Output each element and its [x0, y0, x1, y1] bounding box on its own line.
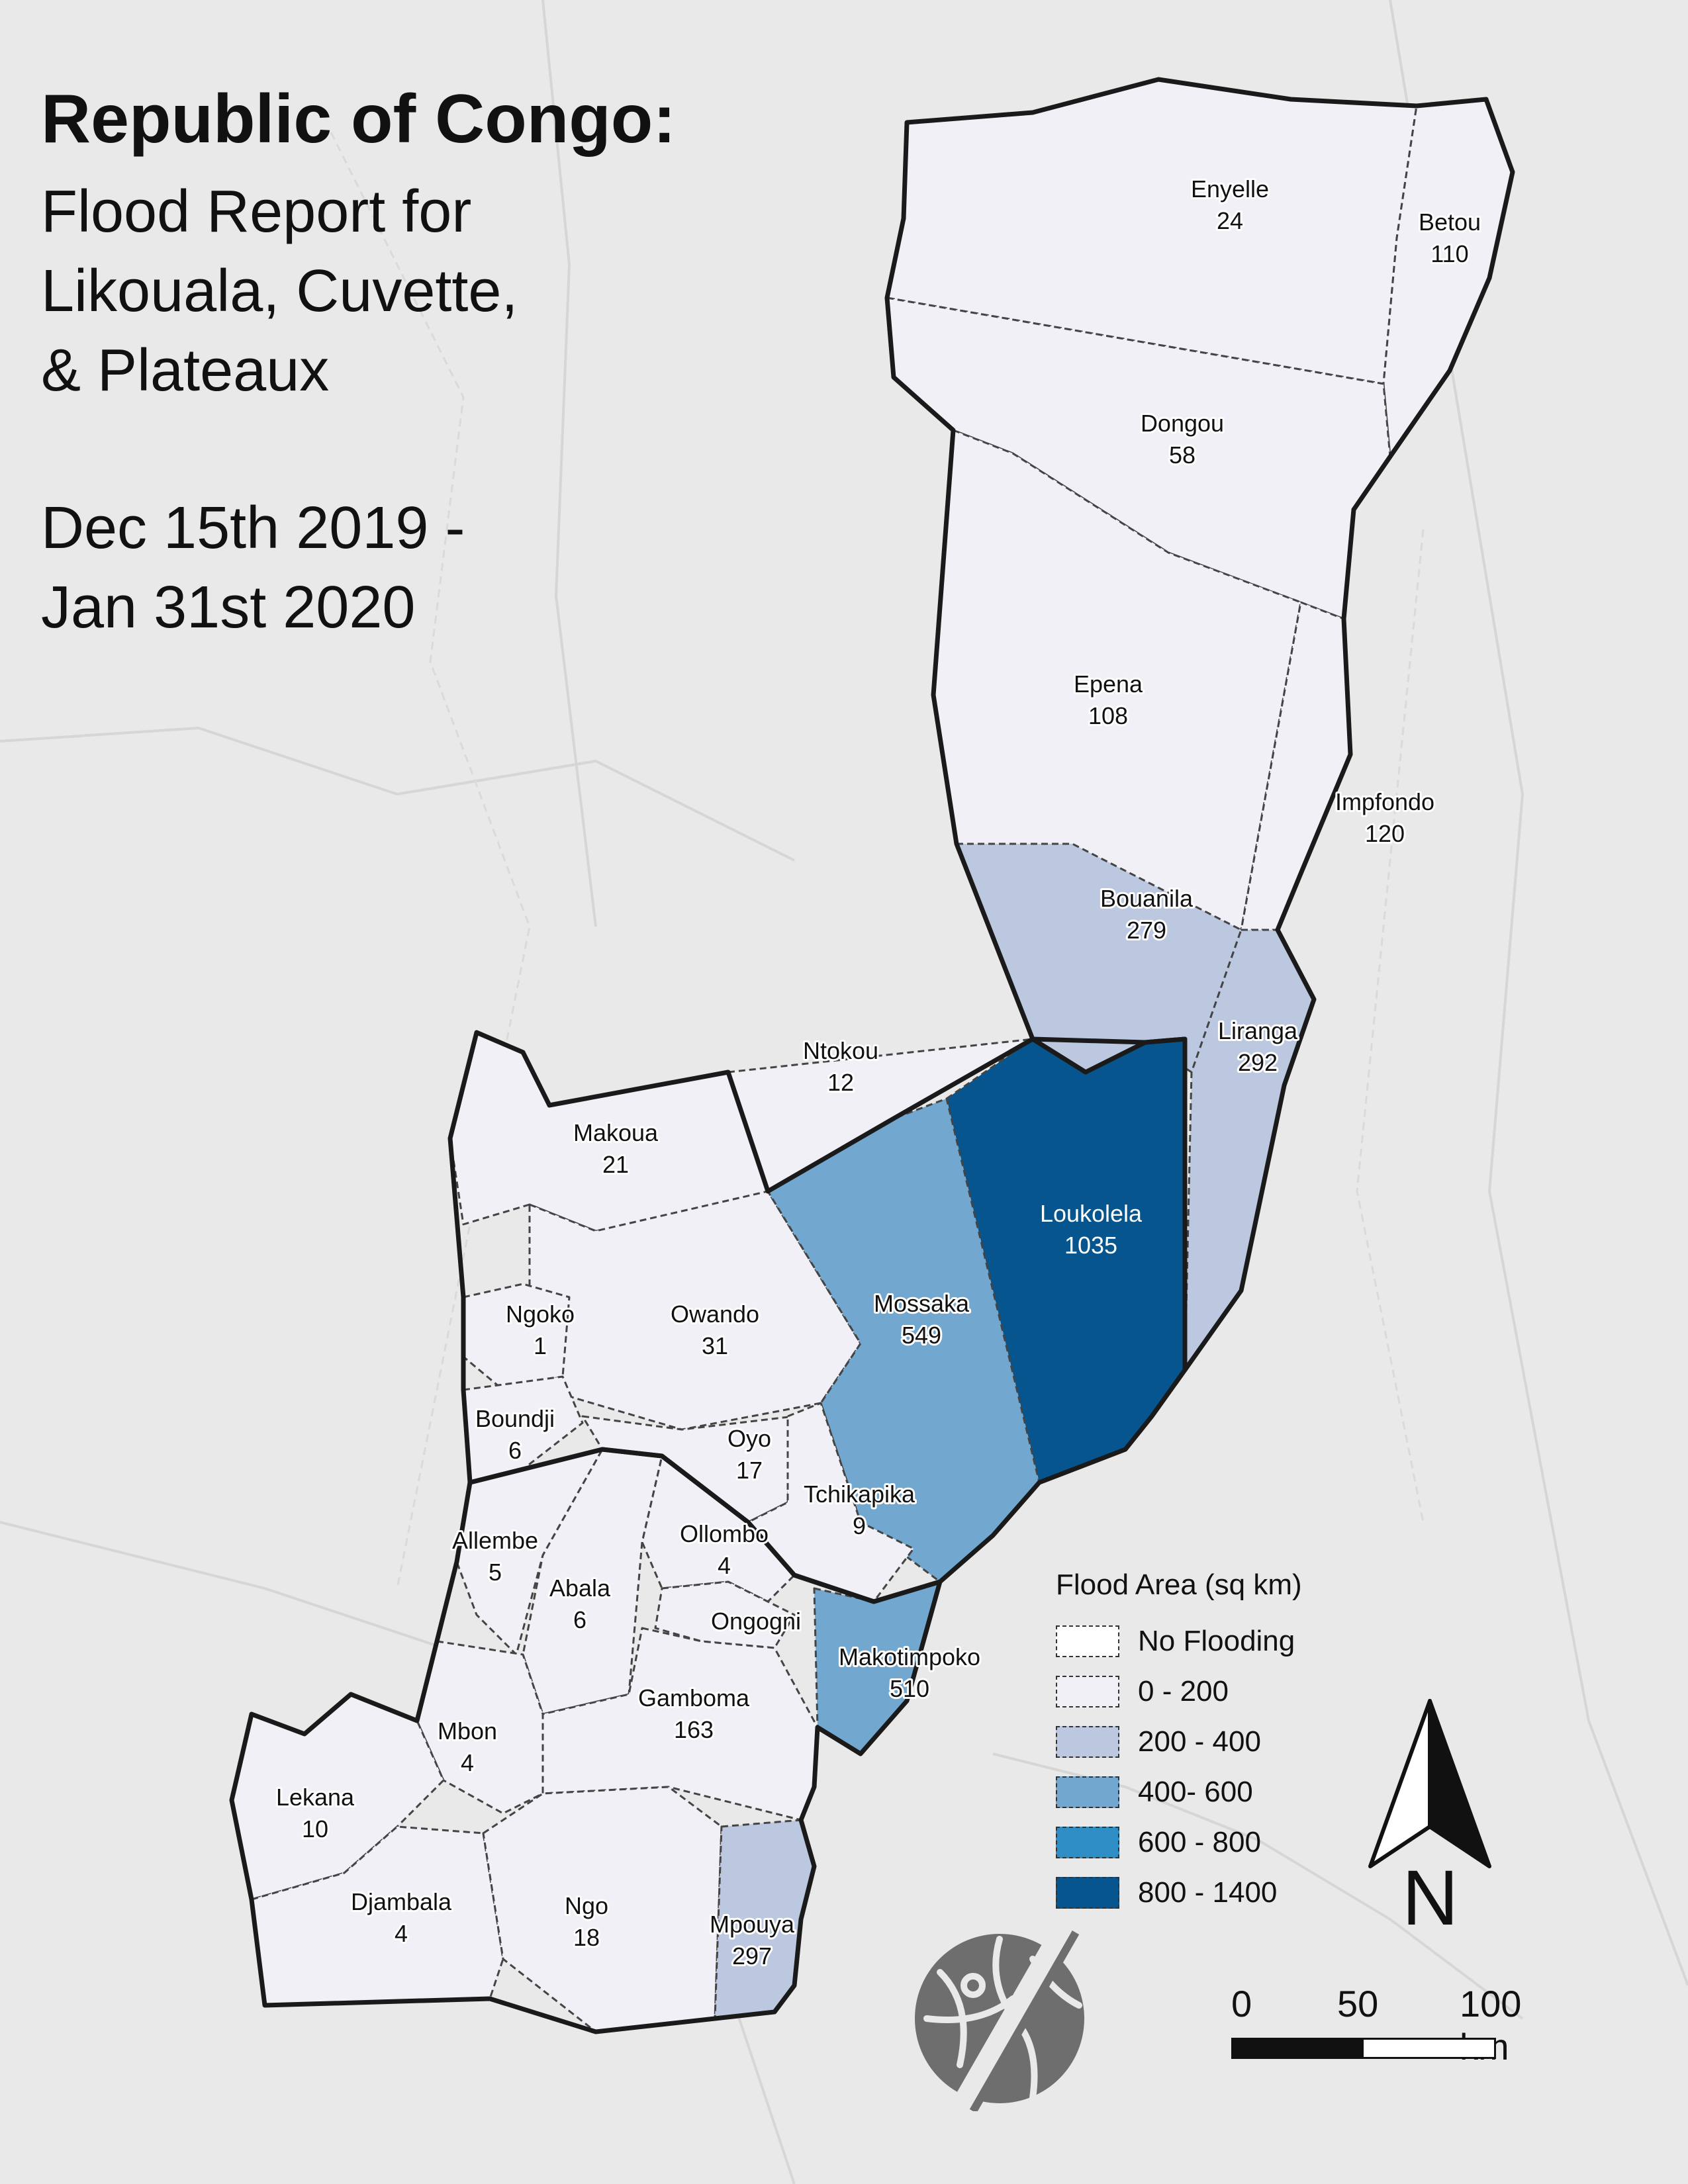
legend-item: 0 - 200	[1056, 1666, 1340, 1717]
label-enyelle: Enyelle 24	[1191, 175, 1269, 234]
district-mbon	[416, 1640, 544, 1815]
scale-label-0: 0	[1231, 1983, 1252, 2025]
label-bouanila: Bouanila 279	[1100, 885, 1194, 944]
district-polygons	[230, 78, 1514, 2033]
label-mbon: Mbon 4	[438, 1717, 497, 1776]
label-ngoko: Ngoko 1	[506, 1300, 575, 1359]
label-loukolela: Loukolela 1035	[1040, 1200, 1143, 1259]
legend-item: 200 - 400	[1056, 1717, 1340, 1767]
label-lekana: Lekana 10	[276, 1784, 355, 1843]
label-ongogni: Ongogni	[711, 1608, 801, 1635]
map-subtitle: Flood Report for Likouala, Cuvette, & Pl…	[41, 172, 769, 410]
label-djambala: Djambala 4	[351, 1888, 452, 1947]
label-tchikapika: Tchikapika 9	[804, 1480, 915, 1539]
legend-swatch	[1056, 1877, 1119, 1909]
date-line-1: Dec 15th 2019 -	[41, 495, 465, 561]
label-makoua: Makoua 21	[573, 1119, 659, 1178]
likouala-outline	[884, 77, 1515, 1373]
legend-item: 800 - 1400	[1056, 1868, 1340, 1918]
scale-bar-graphic	[1231, 2038, 1496, 2059]
date-range: Dec 15th 2019 - Jan 31st 2020	[41, 488, 769, 647]
subtitle-line-2: Likouala, Cuvette,	[41, 258, 518, 324]
legend-swatch	[1056, 1776, 1119, 1808]
legend-label: No Flooding	[1138, 1625, 1295, 1657]
legend-swatch	[1056, 1676, 1119, 1707]
legend-label: 0 - 200	[1138, 1675, 1229, 1707]
scale-segment-white	[1364, 2040, 1494, 2057]
label-owando: Owando 31	[671, 1300, 759, 1359]
label-impfondo: Impfondo 120	[1335, 788, 1434, 847]
label-ngo: Ngo 18	[565, 1892, 608, 1951]
north-label: N	[1402, 1854, 1459, 1942]
label-oyo: Oyo 17	[727, 1425, 771, 1484]
label-epena: Epena 108	[1074, 670, 1143, 729]
legend-swatch	[1056, 1827, 1119, 1858]
subtitle-line-1: Flood Report for	[41, 179, 472, 245]
label-ollombo: Ollombo 4	[680, 1520, 769, 1579]
district-boundji	[462, 1375, 584, 1484]
label-liranga: Liranga 292	[1218, 1017, 1298, 1076]
legend-item: 600 - 800	[1056, 1817, 1340, 1868]
label-mossaka: Mossaka 549	[874, 1290, 970, 1349]
label-ntokou: Ntokou 12	[803, 1037, 878, 1096]
label-gamboma: Gamboma 163	[638, 1684, 750, 1743]
legend-swatch	[1056, 1726, 1119, 1758]
legend-label: 200 - 400	[1138, 1725, 1261, 1758]
legend-label: 400- 600	[1138, 1776, 1253, 1808]
label-allembe: Allembe 5	[452, 1527, 538, 1586]
district-labels: Enyelle 24 Betou 110 Dongou 58 Epena 108 Imp…	[274, 173, 1483, 1972]
legend: Flood Area (sq km) No Flooding 0 - 200 2…	[1056, 1569, 1340, 1918]
province-outlines	[229, 77, 1515, 2034]
legend-item: No Flooding	[1056, 1616, 1340, 1666]
label-abala: Abala 6	[549, 1574, 611, 1633]
plateaux-outline	[229, 1447, 943, 2034]
globe-logo-icon	[915, 1927, 1084, 2111]
scale-segment-black	[1233, 2040, 1364, 2057]
legend-title: Flood Area (sq km)	[1056, 1569, 1302, 1601]
subtitle-line-3: & Plateaux	[41, 338, 330, 404]
legend-swatch	[1056, 1625, 1119, 1657]
scale-label-50: 50	[1337, 1983, 1379, 2025]
legend-label: 800 - 1400	[1138, 1876, 1278, 1909]
district-ngo	[482, 1786, 723, 2033]
date-line-2: Jan 31st 2020	[41, 574, 416, 641]
label-mpouya: Mpouya 297	[710, 1911, 795, 1970]
district-owando	[528, 1190, 862, 1431]
basemap-borders	[330, 132, 1425, 1589]
label-betou: Betou 110	[1419, 208, 1481, 267]
district-ongogni	[654, 1580, 796, 1649]
title-block: Republic of Congo: Flood Report for Liko…	[41, 79, 769, 647]
label-dongou: Dongou 58	[1141, 410, 1224, 469]
north-arrow-icon	[1368, 1699, 1491, 1868]
legend-item: 400- 600	[1056, 1767, 1340, 1817]
district-dongou	[886, 296, 1391, 620]
label-makotimpoko: Makotimpoko 510	[839, 1643, 980, 1702]
map-title: Republic of Congo:	[41, 81, 676, 158]
label-boundji: Boundji 6	[475, 1405, 555, 1464]
legend-label: 600 - 800	[1138, 1826, 1261, 1858]
